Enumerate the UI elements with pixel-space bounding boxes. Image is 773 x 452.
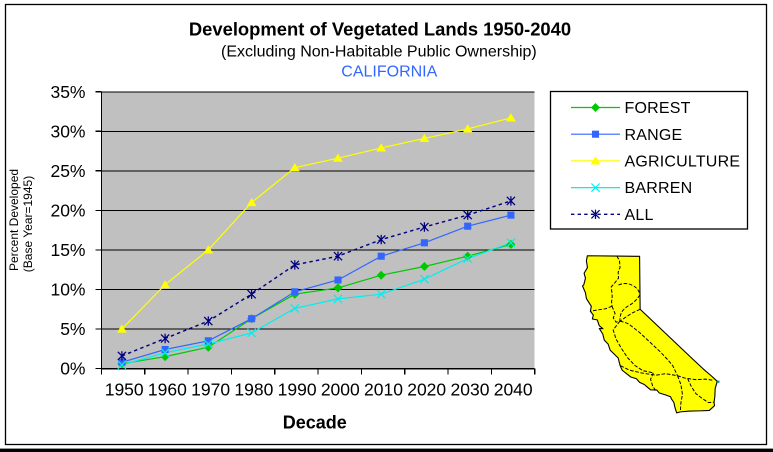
svg-text:(Base Year=1945): (Base Year=1945)	[21, 176, 35, 272]
svg-text:CALIFORNIA: CALIFORNIA	[341, 63, 437, 80]
svg-text:1950: 1950	[105, 380, 144, 400]
svg-text:30%: 30%	[50, 121, 85, 141]
svg-text:2040: 2040	[494, 380, 533, 400]
svg-text:(Excluding Non-Habitable Publi: (Excluding Non-Habitable Public Ownershi…	[221, 44, 537, 61]
svg-text:0%: 0%	[60, 359, 85, 379]
svg-text:RANGE: RANGE	[625, 127, 683, 144]
svg-text:10%: 10%	[50, 279, 85, 299]
svg-text:2020: 2020	[407, 380, 446, 400]
svg-text:1960: 1960	[148, 380, 187, 400]
svg-text:1990: 1990	[278, 380, 317, 400]
svg-text:5%: 5%	[60, 319, 85, 339]
svg-text:35%: 35%	[50, 82, 85, 102]
svg-text:1970: 1970	[191, 380, 230, 400]
svg-text:15%: 15%	[50, 240, 85, 260]
svg-text:FOREST: FOREST	[625, 100, 691, 117]
svg-text:Decade: Decade	[283, 413, 347, 433]
svg-text:BARREN: BARREN	[625, 180, 693, 197]
svg-text:Percent Developed: Percent Developed	[7, 169, 21, 271]
svg-text:20%: 20%	[50, 200, 85, 220]
svg-text:1980: 1980	[234, 380, 273, 400]
svg-text:2000: 2000	[321, 380, 360, 400]
svg-text:ALL: ALL	[625, 207, 654, 224]
svg-text:2030: 2030	[451, 380, 490, 400]
svg-text:2010: 2010	[364, 380, 403, 400]
svg-text:AGRICULTURE: AGRICULTURE	[625, 154, 741, 171]
svg-text:25%: 25%	[50, 161, 85, 181]
svg-text:Development of Vegetated Lands: Development of Vegetated Lands 1950-2040	[189, 19, 571, 40]
